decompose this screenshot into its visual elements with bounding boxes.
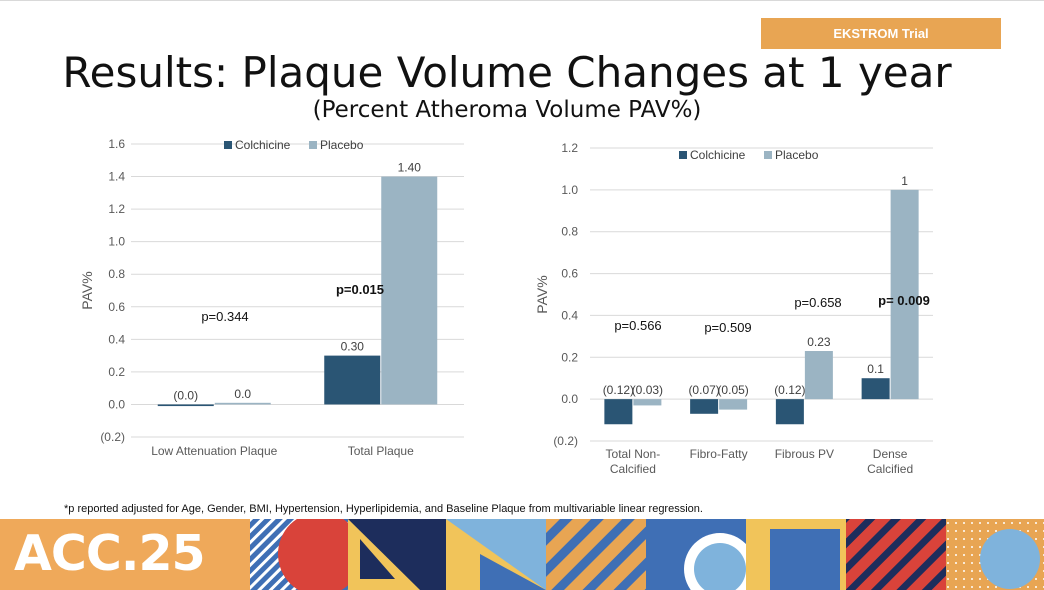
p-value: p=0.344	[201, 309, 248, 324]
trial-tag: EKSTROM Trial	[761, 18, 1001, 49]
p-value: p=0.566	[614, 318, 661, 333]
y-tick-label: 1.2	[561, 141, 578, 155]
y-tick-label: 0.6	[561, 267, 578, 281]
y-tick-label: 0.8	[561, 225, 578, 239]
bar	[719, 399, 748, 410]
legend-label: Placebo	[775, 148, 819, 162]
bar	[775, 399, 804, 425]
acc-logo: ACC.25	[14, 525, 206, 582]
bar	[890, 189, 919, 400]
y-tick-label: (0.2)	[100, 430, 125, 444]
data-label: 0.1	[867, 362, 884, 376]
legend-swatch	[764, 151, 772, 159]
x-tick-label: Low Attenuation Plaque	[151, 444, 277, 458]
x-tick-label: Fibro-Fatty	[690, 447, 748, 461]
p-value: p= 0.009	[878, 293, 930, 308]
bar	[633, 399, 662, 406]
data-label: (0.07)	[688, 383, 719, 397]
x-tick-label: Dense	[873, 447, 908, 461]
y-tick-label: 0.4	[108, 332, 125, 346]
bar	[861, 378, 890, 400]
top-divider	[0, 0, 1044, 1]
y-tick-label: 0.6	[108, 300, 125, 314]
legend-swatch	[309, 141, 317, 149]
x-tick-label: Fibrous PV	[775, 447, 834, 461]
bar	[214, 402, 271, 405]
x-tick-label: Calcified	[610, 462, 656, 476]
slide-subtitle: (Percent Atheroma Volume PAV%)	[312, 97, 702, 123]
p-value: p=0.658	[794, 295, 841, 310]
p-value: p=0.015	[336, 282, 384, 297]
x-tick-label: Total Plaque	[348, 444, 414, 458]
legend-label: Placebo	[320, 138, 364, 152]
x-tick-label: Total Non-	[606, 447, 661, 461]
y-tick-label: 0.8	[108, 267, 125, 281]
data-label: (0.12)	[603, 383, 634, 397]
y-tick-label: 0.0	[108, 397, 125, 411]
legend-swatch	[224, 141, 232, 149]
y-tick-label: (0.2)	[553, 434, 578, 448]
data-label: 0.0	[234, 387, 251, 401]
data-label: 1.40	[398, 161, 422, 175]
y-tick-label: 1.0	[108, 235, 125, 249]
x-tick-label: Calcified	[867, 462, 913, 476]
y-tick-label: 1.6	[108, 137, 125, 151]
y-tick-label: 0.2	[108, 365, 125, 379]
data-label: 0.23	[807, 335, 831, 349]
data-label: (0.05)	[717, 383, 748, 397]
bar	[604, 399, 633, 425]
y-axis-label: PAV%	[534, 275, 550, 313]
legend-label: Colchicine	[690, 148, 746, 162]
bar	[804, 351, 833, 400]
data-label: (0.12)	[774, 383, 805, 397]
bar	[157, 404, 214, 407]
bar	[381, 176, 438, 405]
bar	[324, 355, 381, 405]
y-tick-label: 0.4	[561, 308, 578, 322]
bar	[690, 399, 719, 414]
legend-swatch	[679, 151, 687, 159]
data-label: (0.0)	[173, 388, 198, 402]
slide-title: Results: Plaque Volume Changes at 1 year	[62, 48, 952, 97]
footer-banner	[0, 519, 1044, 590]
data-label: 1	[901, 174, 908, 188]
data-label: 0.30	[341, 340, 365, 354]
legend-label: Colchicine	[235, 138, 291, 152]
p-value: p=0.509	[704, 320, 751, 335]
data-label: (0.03)	[632, 383, 663, 397]
y-tick-label: 1.4	[108, 170, 125, 184]
y-tick-label: 1.0	[561, 183, 578, 197]
footnote: *p reported adjusted for Age, Gender, BM…	[64, 503, 703, 515]
y-tick-label: 0.0	[561, 392, 578, 406]
y-axis-label: PAV%	[79, 271, 95, 309]
y-tick-label: 1.2	[108, 202, 125, 216]
y-tick-label: 0.2	[561, 350, 578, 364]
